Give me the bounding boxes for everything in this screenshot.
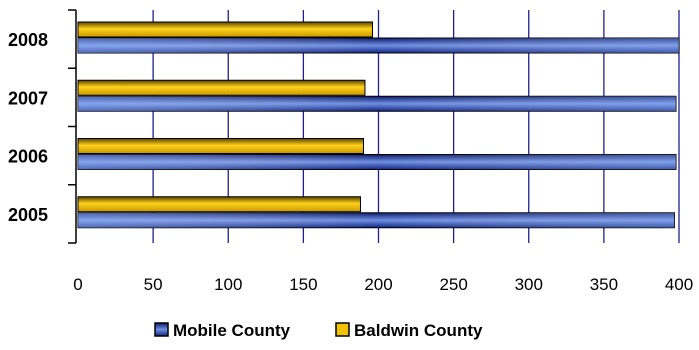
legend: Mobile County Baldwin County — [154, 321, 483, 340]
category-label-2006: 2006 — [8, 147, 48, 167]
bar-mobile-county-sheen-2007 — [78, 96, 676, 112]
bars — [77, 21, 680, 229]
x-tick-label-0: 0 — [73, 275, 82, 294]
legend-swatch-mobile-county — [154, 322, 169, 337]
bar-baldwin-county-2005 — [77, 196, 361, 213]
legend-swatch-baldwin-county — [335, 322, 350, 337]
bar-baldwin-county-2008 — [77, 21, 373, 38]
category-label-2007: 2007 — [8, 88, 48, 108]
x-tick-label-400: 400 — [665, 275, 693, 294]
x-tick-label-300: 300 — [515, 275, 543, 294]
bar-mobile-county-sheen-2005 — [78, 212, 675, 228]
bar-baldwin-county-2007 — [77, 79, 366, 96]
bar-mobile-county-sheen-2006 — [78, 154, 676, 170]
legend-label-mobile-county: Mobile County — [173, 321, 291, 340]
category-label-2005: 2005 — [8, 205, 48, 225]
labels: 0 50 100 150 200 250 300 350 400 2005 2006 2007 2008 — [8, 30, 693, 294]
axes — [68, 9, 77, 244]
x-tick-label-50: 50 — [144, 275, 163, 294]
x-tick-label-250: 250 — [439, 275, 467, 294]
category-label-2008: 2008 — [8, 30, 48, 50]
legend-label-baldwin-county: Baldwin County — [354, 321, 483, 340]
bar-baldwin-county-2006 — [77, 138, 364, 154]
bar-mobile-county-sheen-2008 — [78, 38, 679, 53]
x-tick-label-350: 350 — [590, 275, 618, 294]
x-tick-label-200: 200 — [364, 275, 392, 294]
x-tick-label-100: 100 — [214, 275, 242, 294]
x-tick-label-150: 150 — [289, 275, 317, 294]
